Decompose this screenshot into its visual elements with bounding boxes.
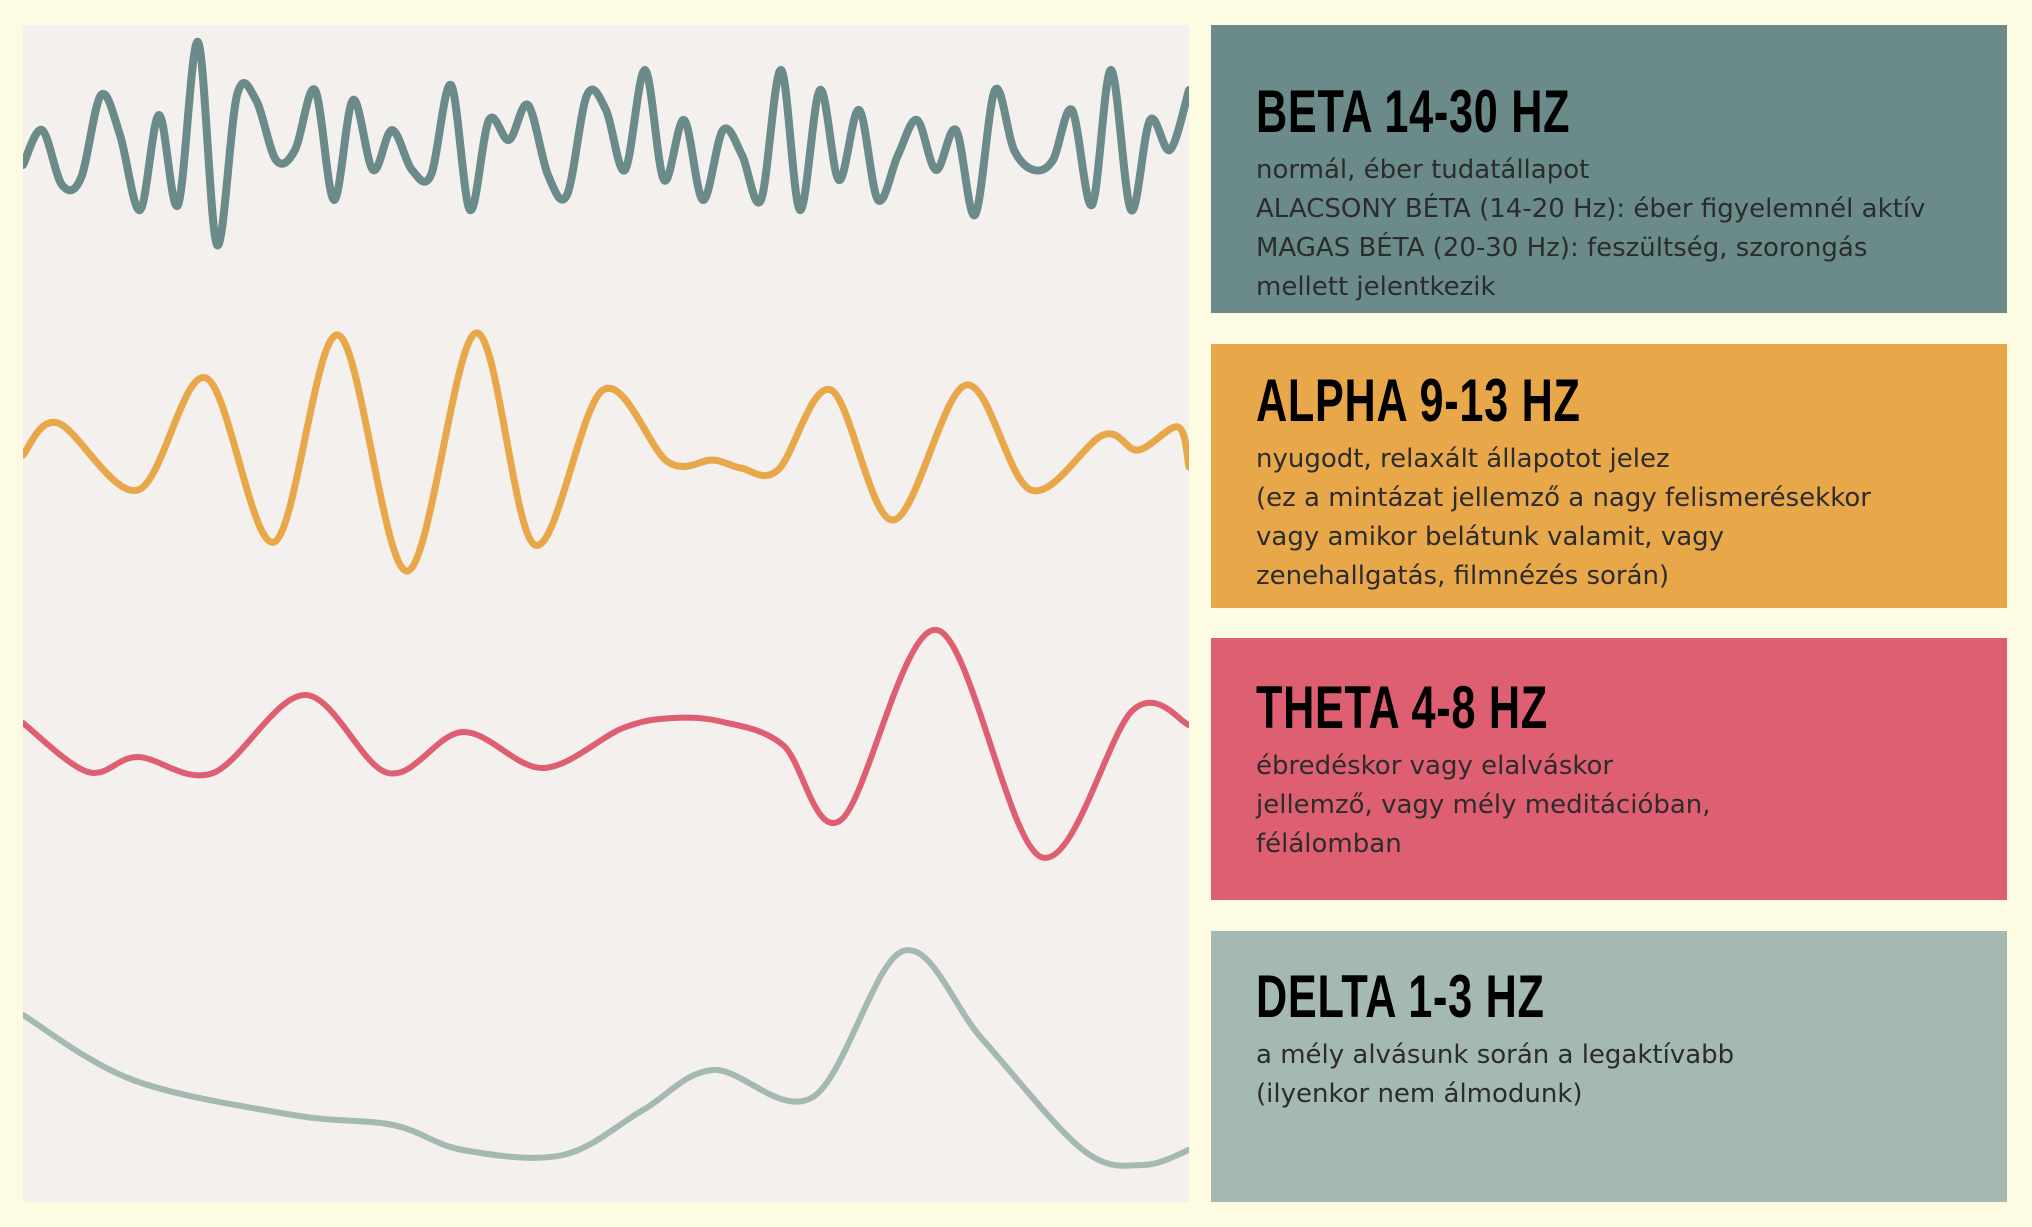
delta-title: DELTA 1-3 HZ xyxy=(1256,963,1545,1030)
theta-waveform xyxy=(23,627,1189,861)
alpha-waveform xyxy=(23,329,1189,575)
alpha-line-4: zenehallgatás, filmnézés során) xyxy=(1256,561,1670,591)
beta-line-3: MAGAS BÉTA (20-30 Hz): feszültség, szoro… xyxy=(1256,233,1868,263)
beta-line-2: ALACSONY BÉTA (14-20 Hz): éber figyelemn… xyxy=(1256,194,1926,224)
waveform-canvas xyxy=(23,37,1189,1169)
alpha-line-3: vagy amikor belátunk valamit, vagy xyxy=(1256,522,1725,552)
delta-line-2: (ilyenkor nem álmodunk) xyxy=(1256,1079,1583,1109)
theta-card: THETA 4-8 HZ ébredéskor vagy elalváskor … xyxy=(1211,638,2007,900)
beta-line-4: mellett jelentkezik xyxy=(1256,272,1496,302)
delta-card: DELTA 1-3 HZ a mély alvásunk során a leg… xyxy=(1211,931,2007,1202)
theta-title: THETA 4-8 HZ xyxy=(1256,674,1548,741)
beta-card: BETA 14-30 HZ normál, éber tudatállapot … xyxy=(1211,25,2007,313)
alpha-title: ALPHA 9-13 HZ xyxy=(1256,367,1581,434)
delta-line-1: a mély alvásunk során a legaktívabb xyxy=(1256,1040,1735,1070)
alpha-line-1: nyugodt, relaxált állapotot jelez xyxy=(1256,444,1670,474)
beta-waveform xyxy=(23,37,1189,250)
beta-line-1: normál, éber tudatállapot xyxy=(1256,155,1590,185)
alpha-line-2: (ez a mintázat jellemző a nagy felismeré… xyxy=(1256,483,1871,513)
theta-line-2: jellemző, vagy mély meditációban, xyxy=(1256,790,1711,820)
waveform-panel xyxy=(23,25,1189,1202)
theta-line-1: ébredéskor vagy elalváskor xyxy=(1256,751,1614,781)
alpha-card: ALPHA 9-13 HZ nyugodt, relaxált állapoto… xyxy=(1211,344,2007,608)
beta-title: BETA 14-30 HZ xyxy=(1256,78,1571,145)
theta-line-3: félálomban xyxy=(1256,829,1402,859)
delta-waveform xyxy=(23,947,1189,1169)
